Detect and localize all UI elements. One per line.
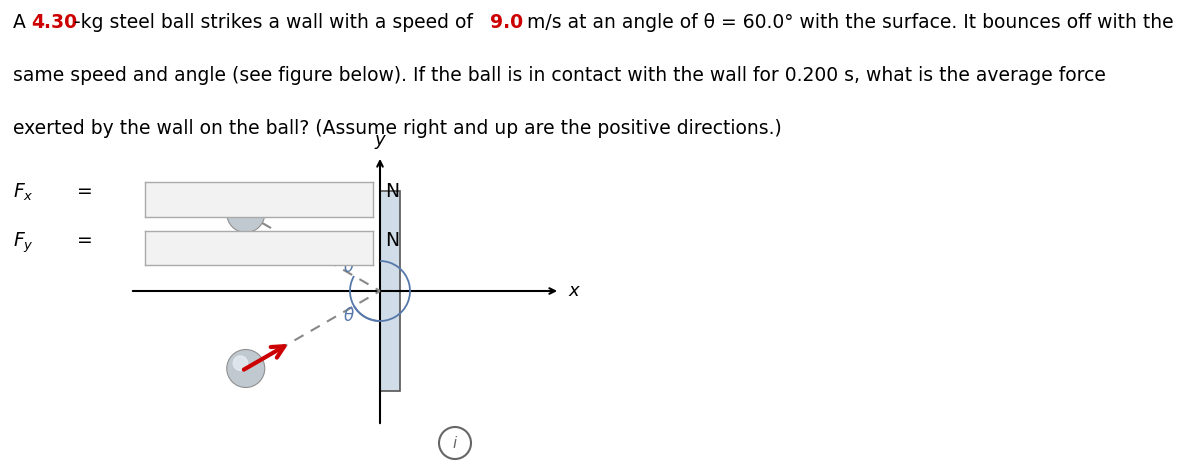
Text: $F_x$: $F_x$: [13, 182, 34, 203]
Text: m/s at an angle of θ = 60.0° with the surface. It bounces off with the: m/s at an angle of θ = 60.0° with the su…: [521, 13, 1174, 32]
Circle shape: [227, 350, 265, 388]
Text: θ: θ: [344, 307, 354, 325]
Circle shape: [233, 356, 247, 370]
Text: =: =: [77, 231, 92, 250]
Text: θ: θ: [344, 258, 354, 276]
Text: N: N: [385, 231, 400, 250]
Text: N: N: [385, 182, 400, 201]
Circle shape: [227, 194, 265, 232]
Text: y: y: [374, 131, 385, 149]
Text: -kg steel ball strikes a wall with a speed of: -kg steel ball strikes a wall with a spe…: [73, 13, 479, 32]
Text: 4.30: 4.30: [31, 13, 78, 32]
Circle shape: [233, 201, 247, 215]
Text: i: i: [452, 436, 457, 451]
Text: =: =: [77, 182, 92, 201]
Circle shape: [439, 427, 470, 459]
Text: $F_y$: $F_y$: [13, 231, 34, 255]
Text: same speed and angle (see figure below). If the ball is in contact with the wall: same speed and angle (see figure below).…: [13, 66, 1106, 85]
Text: x: x: [568, 282, 578, 300]
Bar: [380, 191, 400, 391]
Text: exerted by the wall on the ball? (Assume right and up are the positive direction: exerted by the wall on the ball? (Assume…: [13, 119, 781, 138]
Text: A: A: [13, 13, 32, 32]
Text: 9.0: 9.0: [490, 13, 523, 32]
